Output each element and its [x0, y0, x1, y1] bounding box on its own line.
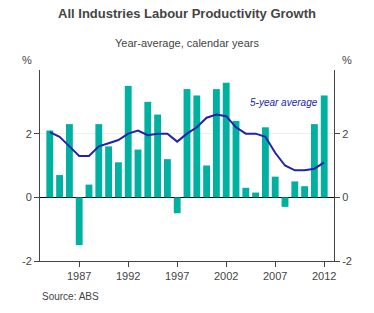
- svg-text:2002: 2002: [214, 270, 238, 282]
- svg-text:Year-average, calendar years: Year-average, calendar years: [115, 37, 259, 49]
- svg-text:0: 0: [342, 191, 348, 203]
- svg-text:2: 2: [342, 128, 348, 140]
- svg-text:-2: -2: [342, 255, 352, 267]
- svg-text:1997: 1997: [165, 270, 189, 282]
- svg-text:5-year average: 5-year average: [250, 97, 318, 108]
- svg-text:1987: 1987: [67, 270, 91, 282]
- svg-text:1992: 1992: [116, 270, 140, 282]
- svg-text:Source: ABS: Source: ABS: [42, 291, 99, 302]
- svg-text:%: %: [342, 54, 352, 66]
- svg-text:All Industries Labour Producti: All Industries Labour Productivity Growt…: [58, 6, 316, 21]
- svg-text:2012: 2012: [312, 270, 336, 282]
- svg-text:2: 2: [26, 128, 32, 140]
- svg-text:2007: 2007: [263, 270, 287, 282]
- svg-text:0: 0: [26, 191, 32, 203]
- svg-text:-2: -2: [22, 255, 32, 267]
- svg-text:%: %: [22, 54, 32, 66]
